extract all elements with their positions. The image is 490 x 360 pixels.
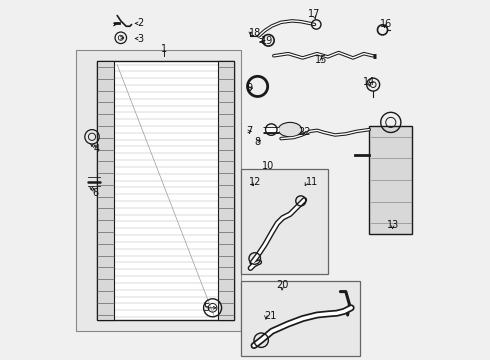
Text: 17: 17 bbox=[308, 9, 320, 19]
Text: 3: 3 bbox=[137, 33, 143, 44]
Bar bbox=[76, 50, 242, 331]
Text: 15: 15 bbox=[315, 55, 327, 66]
Ellipse shape bbox=[278, 122, 302, 137]
Text: 8: 8 bbox=[255, 137, 261, 147]
Text: 14: 14 bbox=[363, 77, 375, 87]
Text: 11: 11 bbox=[305, 177, 318, 187]
Text: 21: 21 bbox=[264, 311, 276, 321]
Text: 13: 13 bbox=[387, 220, 399, 230]
Text: 16: 16 bbox=[380, 19, 392, 30]
Bar bbox=[98, 61, 234, 320]
Text: 22: 22 bbox=[298, 127, 310, 138]
Text: 7: 7 bbox=[246, 126, 252, 136]
Text: 20: 20 bbox=[276, 280, 288, 290]
Bar bbox=[242, 281, 360, 356]
Bar bbox=[242, 169, 328, 274]
Text: 10: 10 bbox=[262, 161, 274, 171]
Text: 18: 18 bbox=[248, 28, 261, 38]
Text: 5: 5 bbox=[204, 303, 210, 313]
Bar bbox=[98, 61, 114, 320]
Text: 19: 19 bbox=[261, 36, 273, 46]
Text: 9: 9 bbox=[247, 83, 253, 93]
Text: 12: 12 bbox=[249, 177, 262, 187]
Text: 2: 2 bbox=[137, 18, 143, 28]
Bar bbox=[218, 61, 234, 320]
Text: 1: 1 bbox=[161, 44, 167, 54]
Text: 4: 4 bbox=[93, 144, 99, 154]
Text: 6: 6 bbox=[92, 188, 98, 198]
Bar bbox=[369, 126, 413, 234]
